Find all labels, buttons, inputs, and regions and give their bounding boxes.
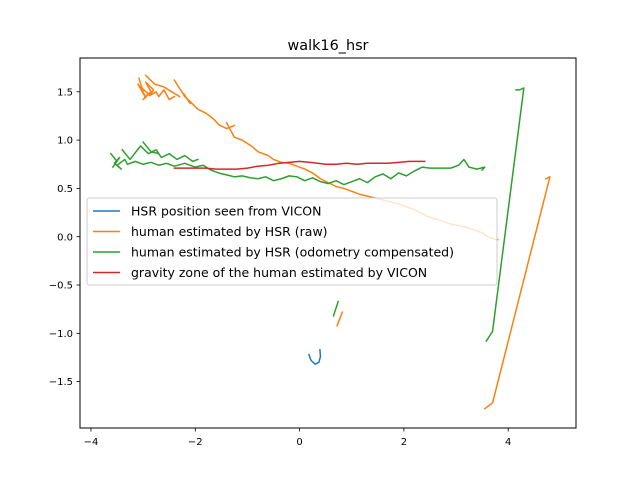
x-axis: −4 −2 0 2 4: [84, 428, 511, 448]
series-4-line-segment-1: [173, 160, 426, 170]
series-3-line-segment-2: [121, 145, 199, 163]
x-tick-label: 0: [296, 437, 302, 448]
legend: HSR position seen from VICON human estima…: [86, 197, 498, 286]
y-tick-label: 1.0: [57, 136, 73, 147]
y-tick-label: 0.0: [57, 232, 73, 243]
legend-label: gravity zone of the human estimated by V…: [131, 265, 427, 280]
y-tick-label: 1.5: [57, 87, 73, 98]
legend-label: human estimated by HSR (odometry compens…: [131, 245, 454, 260]
series-2-line-segment-7: [483, 175, 551, 410]
y-tick-label: −1.5: [49, 377, 73, 388]
x-tick-label: −2: [188, 437, 203, 448]
chart-title: walk16_hsr: [288, 38, 369, 54]
x-tick-label: 2: [401, 437, 407, 448]
y-axis: −1.5 −1.0 −0.5 0.0 0.5 1.0 1.5: [49, 87, 80, 388]
y-tick-label: −0.5: [49, 281, 73, 292]
y-tick-label: 0.5: [57, 184, 73, 195]
x-tick-label: 4: [505, 437, 511, 448]
x-tick-label: −4: [84, 437, 99, 448]
series-3-line-segment-5: [485, 87, 525, 343]
legend-label: human estimated by HSR (raw): [131, 224, 328, 239]
legend-box: [86, 197, 498, 286]
series-3-line-segment-1: [109, 152, 486, 186]
series-2-line-segment-1: [137, 77, 176, 101]
series-3-line-segment-4: [332, 300, 340, 317]
series-1-line-segment-1: [308, 348, 322, 365]
axes-frame: [79, 57, 577, 429]
series-2-line-segment-2: [144, 74, 181, 98]
y-tick-label: −1.0: [49, 329, 73, 340]
series-3-line-segment-3: [142, 140, 160, 155]
series-2-line-segment-4: [182, 92, 192, 105]
legend-label: HSR position seen from VICON: [131, 204, 322, 219]
series-2-line-segment-6: [336, 311, 344, 327]
